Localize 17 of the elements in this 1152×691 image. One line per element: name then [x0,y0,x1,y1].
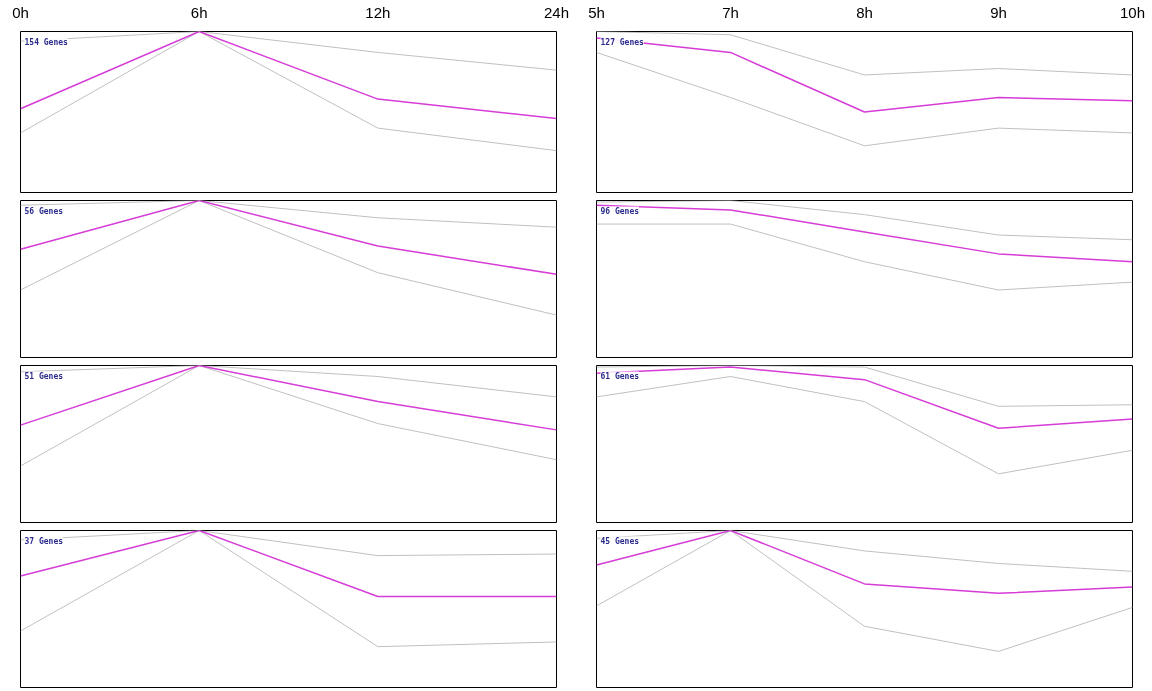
x-tick-label: 6h [190,3,208,21]
x-tick-label: 24h [543,3,570,21]
x-tick-label: 0h [12,3,29,21]
annotation: 61 Genes [600,371,640,381]
annotation: 127 Genes [600,37,645,47]
annotation: 154 Genes [24,37,69,47]
annotation: 96 Genes [600,206,640,216]
annotation: 56 Genes [24,206,64,216]
annotation: 45 Genes [600,536,640,546]
annotation: 51 Genes [24,371,64,381]
x-tick-label: 7h [722,3,739,21]
annotation: 37 Genes [24,536,64,546]
x-tick-label: 9h [990,3,1007,21]
x-tick-label: 12h [365,3,391,21]
x-tick-label: 5h [588,3,605,21]
x-tick-label: 8h [856,3,873,21]
x-tick-label: 10h [1119,3,1146,21]
